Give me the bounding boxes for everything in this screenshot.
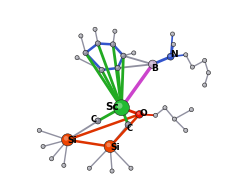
Circle shape [184, 53, 188, 57]
Circle shape [136, 111, 143, 118]
Circle shape [104, 140, 116, 153]
Circle shape [115, 65, 120, 71]
Circle shape [206, 71, 210, 75]
Circle shape [132, 51, 136, 55]
Circle shape [121, 53, 126, 58]
Text: N: N [170, 50, 178, 59]
Circle shape [62, 163, 66, 167]
Circle shape [167, 53, 174, 60]
Circle shape [189, 108, 193, 112]
Circle shape [184, 128, 188, 132]
Text: Sc: Sc [105, 102, 119, 112]
Circle shape [150, 62, 153, 65]
Circle shape [153, 113, 158, 117]
Circle shape [111, 170, 112, 171]
Circle shape [170, 32, 175, 36]
Circle shape [113, 100, 130, 116]
Circle shape [191, 66, 193, 67]
Circle shape [64, 136, 69, 141]
Circle shape [76, 56, 77, 58]
Circle shape [172, 117, 176, 121]
Circle shape [129, 166, 133, 170]
Circle shape [164, 106, 165, 108]
Circle shape [113, 29, 117, 33]
Circle shape [84, 51, 86, 53]
Circle shape [130, 167, 131, 168]
Circle shape [106, 143, 111, 147]
Circle shape [88, 167, 90, 168]
Circle shape [111, 43, 113, 45]
Circle shape [171, 33, 173, 34]
Circle shape [116, 103, 122, 109]
Circle shape [50, 157, 54, 161]
Circle shape [99, 67, 104, 73]
Circle shape [110, 42, 116, 47]
Circle shape [96, 119, 98, 121]
Circle shape [79, 34, 83, 38]
Circle shape [38, 129, 40, 131]
Circle shape [126, 123, 129, 125]
Circle shape [203, 83, 207, 87]
Circle shape [125, 122, 131, 128]
Circle shape [137, 112, 140, 115]
Circle shape [93, 27, 97, 31]
Circle shape [41, 144, 45, 149]
Circle shape [94, 28, 95, 29]
Circle shape [37, 128, 41, 132]
Circle shape [50, 157, 52, 159]
Circle shape [203, 59, 205, 61]
Circle shape [83, 50, 88, 56]
Circle shape [203, 58, 207, 63]
Circle shape [154, 114, 156, 115]
Circle shape [87, 166, 91, 170]
Circle shape [110, 169, 114, 173]
Circle shape [184, 129, 186, 131]
Circle shape [190, 65, 194, 69]
Circle shape [116, 66, 118, 68]
Text: O: O [139, 109, 147, 118]
Circle shape [122, 54, 124, 56]
Circle shape [203, 84, 205, 85]
Circle shape [148, 60, 157, 68]
Circle shape [172, 43, 174, 45]
Circle shape [61, 134, 74, 146]
Circle shape [96, 42, 98, 44]
Circle shape [171, 42, 175, 46]
Circle shape [95, 41, 101, 46]
Circle shape [184, 53, 186, 55]
Circle shape [100, 68, 102, 70]
Circle shape [173, 118, 175, 119]
Circle shape [79, 35, 81, 36]
Circle shape [95, 118, 101, 124]
Circle shape [163, 106, 167, 110]
Circle shape [190, 108, 192, 110]
Circle shape [62, 164, 64, 166]
Circle shape [207, 71, 209, 73]
Text: B: B [151, 64, 158, 74]
Text: Si: Si [110, 143, 120, 152]
Circle shape [75, 56, 79, 60]
Circle shape [168, 55, 171, 57]
Circle shape [113, 30, 115, 31]
Circle shape [42, 145, 43, 147]
Text: C: C [91, 115, 97, 124]
Circle shape [132, 52, 134, 53]
Text: C: C [127, 124, 133, 133]
Text: Si: Si [68, 136, 77, 145]
